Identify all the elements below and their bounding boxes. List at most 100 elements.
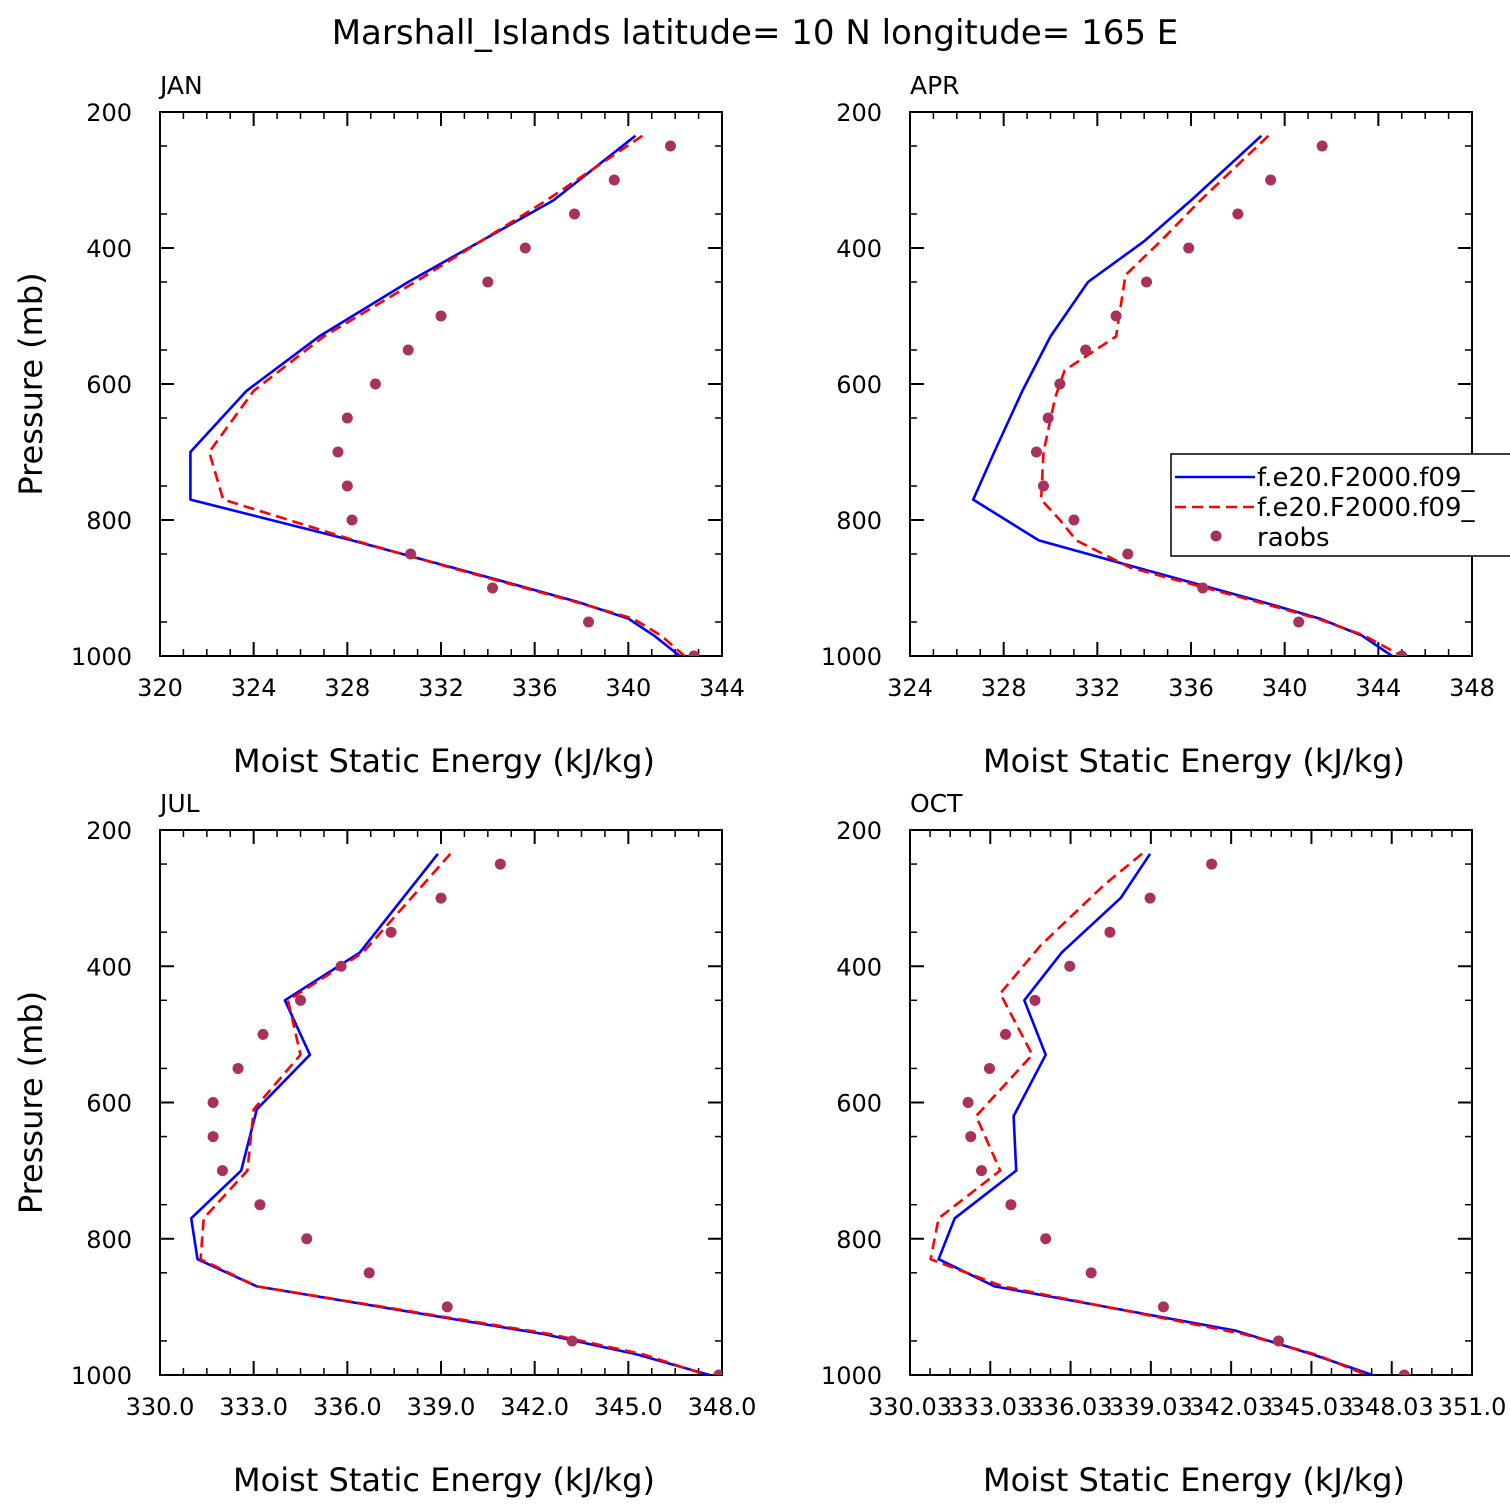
raobs-point bbox=[519, 242, 531, 254]
x-tick-label: 336 bbox=[512, 674, 558, 702]
model-solid-line bbox=[189, 852, 710, 1375]
panel-oct: OCT330.03333.03336.03339.03342.03345.033… bbox=[821, 789, 1506, 1499]
x-tick-label: 333.03 bbox=[948, 1393, 1032, 1421]
x-tick-label: 348.0 bbox=[688, 1393, 757, 1421]
panel-label: OCT bbox=[910, 789, 963, 818]
raobs-point bbox=[207, 1131, 219, 1143]
raobs-point bbox=[301, 1233, 313, 1245]
x-tick-label: 344 bbox=[699, 674, 745, 702]
raobs-point bbox=[566, 1335, 578, 1347]
x-tick-label: 348 bbox=[1449, 674, 1495, 702]
raobs-point bbox=[1104, 926, 1116, 938]
x-axis-label: Moist Static Energy (kJ/kg) bbox=[233, 1461, 655, 1499]
raobs-point bbox=[1000, 1028, 1012, 1040]
model-dashed-line bbox=[199, 852, 707, 1375]
raobs-point bbox=[1293, 616, 1305, 628]
raobs-point bbox=[1085, 1267, 1097, 1279]
plot-frame bbox=[159, 829, 723, 1376]
panel-jan: JAN 320 324 328 332 336 340 344 200 400 600 800 1000… bbox=[12, 71, 745, 780]
raobs-point bbox=[295, 994, 306, 1006]
raobs-point bbox=[487, 582, 499, 594]
raobs-point bbox=[1273, 1335, 1285, 1347]
raobs-point bbox=[608, 174, 620, 186]
y-axis-label: Pressure (mb) bbox=[12, 272, 50, 495]
y-tick-label: 600 bbox=[86, 1090, 132, 1118]
panel-label: APR bbox=[910, 71, 960, 100]
raobs-point bbox=[965, 1131, 977, 1143]
y-tick-label: 1000 bbox=[71, 643, 132, 671]
y-tick-label: 200 bbox=[836, 99, 882, 127]
model-solid-line bbox=[971, 134, 1395, 656]
raobs-point bbox=[494, 858, 506, 870]
raobs-point bbox=[962, 1097, 974, 1108]
legend-label: raobs bbox=[1257, 523, 1330, 553]
x-tick-label: 320 bbox=[137, 674, 183, 702]
x-tick-label: 336.03 bbox=[1029, 1393, 1113, 1421]
raobs-point bbox=[405, 548, 417, 560]
x-tick-label: 336.0 bbox=[313, 1393, 382, 1421]
x-tick-label: 330.0 bbox=[126, 1393, 195, 1421]
raobs-point bbox=[1122, 548, 1134, 560]
model-solid-line bbox=[189, 134, 681, 656]
series-group bbox=[929, 852, 1410, 1375]
x-tick-label: 339.03 bbox=[1109, 1393, 1193, 1421]
raobs-point bbox=[335, 960, 347, 972]
x-tick-label: 345.03 bbox=[1269, 1393, 1353, 1421]
panel-label: JAN bbox=[158, 71, 203, 100]
x-tick-label: 345.0 bbox=[594, 1393, 663, 1421]
x-tick-label: 348.03 bbox=[1350, 1393, 1434, 1421]
plot-frame bbox=[909, 111, 1473, 657]
raobs-point bbox=[232, 1062, 244, 1074]
raobs-point bbox=[1005, 1199, 1017, 1211]
raobs-point bbox=[346, 514, 358, 526]
raobs-point bbox=[341, 480, 353, 492]
x-tick-label: 336 bbox=[1168, 674, 1214, 702]
y-tick-label: 400 bbox=[836, 953, 882, 981]
raobs-point bbox=[441, 1301, 453, 1313]
raobs-point bbox=[1396, 650, 1408, 656]
x-tick-label: 330.03 bbox=[868, 1393, 952, 1421]
raobs-point bbox=[1206, 858, 1218, 870]
raobs-point bbox=[369, 378, 381, 390]
raobs-point bbox=[713, 1369, 722, 1375]
y-tick-label: 600 bbox=[836, 1090, 882, 1118]
x-tick-label: 324 bbox=[887, 674, 933, 702]
raobs-point bbox=[482, 276, 494, 288]
raobs-point bbox=[1141, 276, 1153, 288]
y-tick-label: 400 bbox=[86, 953, 132, 981]
y-tick-label: 400 bbox=[86, 235, 132, 263]
raobs-point bbox=[1037, 480, 1049, 492]
raobs-point bbox=[1040, 1233, 1052, 1245]
raobs-point bbox=[1042, 412, 1054, 424]
x-tick-label: 351.0 bbox=[1438, 1393, 1507, 1421]
model-dashed-line bbox=[929, 852, 1368, 1375]
raobs-point bbox=[1197, 582, 1209, 594]
legend: f.e20.F2000.f09_f.e20.F2000.f09_raobs bbox=[1170, 453, 1510, 557]
model-dashed-line bbox=[207, 134, 686, 656]
y-tick-label: 600 bbox=[836, 371, 882, 399]
model-solid-line bbox=[937, 853, 1373, 1375]
raobs-point bbox=[983, 1062, 995, 1074]
raobs-point bbox=[1030, 446, 1042, 458]
raobs-point bbox=[216, 1165, 228, 1177]
model-dashed-line bbox=[1039, 134, 1403, 656]
x-tick-label: 333.0 bbox=[219, 1393, 288, 1421]
plot-frame bbox=[159, 111, 723, 657]
raobs-point bbox=[363, 1267, 375, 1279]
x-tick-label: 328 bbox=[324, 674, 370, 702]
y-tick-label: 200 bbox=[86, 817, 132, 845]
y-tick-label: 800 bbox=[836, 507, 882, 535]
y-tick-label: 800 bbox=[86, 1226, 132, 1254]
raobs-point bbox=[568, 208, 580, 220]
x-axis-label: Moist Static Energy (kJ/kg) bbox=[233, 742, 655, 780]
y-tick-label: 200 bbox=[836, 817, 882, 845]
series-group bbox=[189, 852, 722, 1375]
panel-jul: JUL 330.0 333.0 336.0 339.0 342.0 345.0 348.0 20… bbox=[12, 789, 756, 1499]
panel-apr: APR 324 328 332 336 340 344 348 200 400 600 800 1000… bbox=[821, 71, 1495, 780]
raobs-point bbox=[1029, 994, 1041, 1006]
raobs-point bbox=[1064, 960, 1076, 972]
raobs-point bbox=[1068, 514, 1080, 526]
y-tick-label: 800 bbox=[86, 507, 132, 535]
y-tick-label: 400 bbox=[836, 235, 882, 263]
